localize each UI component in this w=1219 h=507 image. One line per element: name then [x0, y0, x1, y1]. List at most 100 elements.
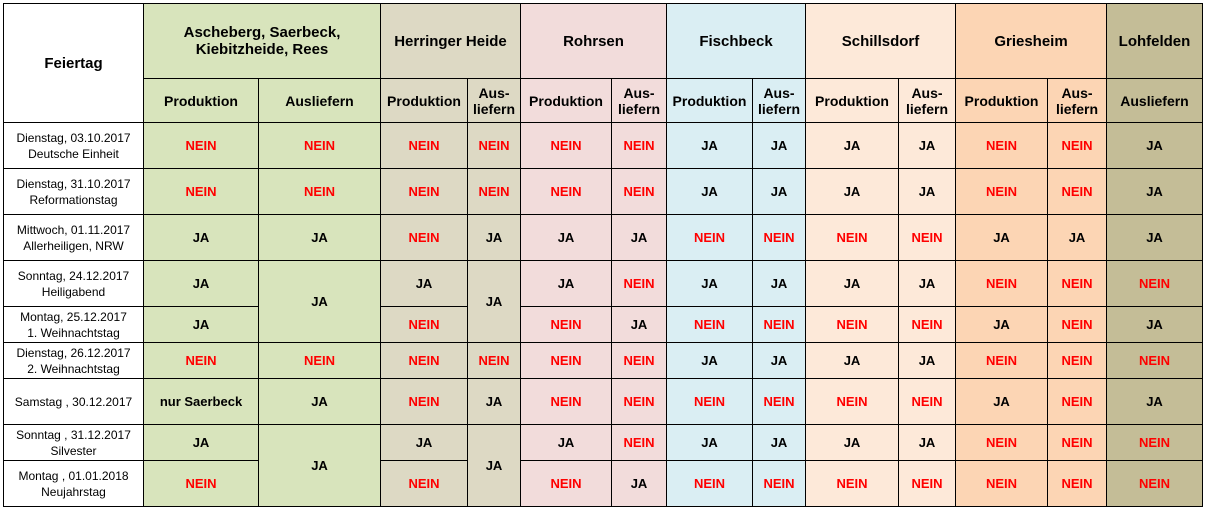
date-cell: Dienstag, 03.10.2017 Deutsche Einheit: [3, 122, 144, 169]
value-cell: NEIN: [1106, 424, 1203, 461]
subheader-produktion: Produktion: [805, 78, 899, 123]
value-cell: NEIN: [380, 168, 468, 215]
value-cell: JA: [805, 122, 899, 169]
table-row: Dienstag, 31.10.2017 Reformationstag NEIN…: [3, 168, 1203, 215]
value-cell: JA: [955, 214, 1048, 261]
value-cell: JA: [752, 260, 806, 307]
value-cell: NEIN: [143, 460, 259, 507]
group-fischbeck: Fischbeck: [666, 3, 806, 79]
value-cell: NEIN: [143, 168, 259, 215]
value-cell: NEIN: [898, 378, 956, 425]
value-cell: NEIN: [520, 378, 612, 425]
date-cell: Sonntag, 24.12.2017 Heiligabend: [3, 260, 144, 307]
date-name: Heiligabend: [41, 284, 106, 299]
table-row: Sonntag, 24.12.2017 Heiligabend JA JA JA …: [3, 260, 1203, 343]
value-cell: JA: [898, 424, 956, 461]
value-cell: NEIN: [380, 342, 468, 379]
value-cell: NEIN: [752, 460, 806, 507]
value-cell: JA: [752, 122, 806, 169]
value-cell: JA: [258, 260, 381, 343]
table-row: Mittwoch, 01.11.2017 Allerheiligen, NRW J…: [3, 214, 1203, 261]
date-cell: Dienstag, 31.10.2017 Reformationstag: [3, 168, 144, 215]
group-griesheim: Griesheim: [955, 3, 1107, 79]
value-cell: JA: [752, 342, 806, 379]
value-cell: JA: [1047, 214, 1107, 261]
value-cell: JA: [955, 306, 1048, 343]
value-cell: NEIN: [805, 214, 899, 261]
value-cell: NEIN: [666, 214, 753, 261]
date-cell: Montag, 25.12.2017 1. Weihnachtstag: [3, 306, 144, 343]
value-cell: NEIN: [611, 260, 667, 307]
value-cell: JA: [666, 342, 753, 379]
date-day: Dienstag, 26.12.2017: [16, 345, 131, 360]
date-name: Reformationstag: [29, 192, 118, 207]
group-ascheberg: Ascheberg, Saerbeck, Kiebitzheide, Rees: [143, 3, 381, 79]
group-schillsdorf: Schillsdorf: [805, 3, 956, 79]
value-cell: NEIN: [752, 214, 806, 261]
value-cell: NEIN: [1106, 260, 1203, 307]
value-cell: NEIN: [1047, 306, 1107, 343]
value-cell: JA: [258, 214, 381, 261]
subheader-produktion: Produktion: [955, 78, 1048, 123]
subheader-produktion: Produktion: [666, 78, 753, 123]
date-name: 2. Weihnachtstag: [27, 361, 120, 376]
subheader-produktion: Produktion: [520, 78, 612, 123]
value-cell: NEIN: [611, 378, 667, 425]
value-cell: NEIN: [955, 342, 1048, 379]
value-cell: JA: [611, 306, 667, 343]
value-cell: JA: [1106, 168, 1203, 215]
value-cell: JA: [258, 424, 381, 507]
value-cell: JA: [752, 424, 806, 461]
value-cell: NEIN: [1047, 378, 1107, 425]
value-cell: JA: [143, 306, 259, 343]
value-cell: JA: [467, 260, 521, 343]
value-cell: JA: [143, 214, 259, 261]
value-cell: NEIN: [258, 342, 381, 379]
subheader-ausliefern: Aus- liefern: [467, 78, 521, 123]
value-cell: JA: [520, 214, 612, 261]
value-cell: NEIN: [380, 122, 468, 169]
value-cell: NEIN: [258, 122, 381, 169]
date-day: Sonntag, 24.12.2017: [17, 268, 130, 283]
value-cell: NEIN: [611, 122, 667, 169]
date-day: Dienstag, 31.10.2017: [16, 176, 131, 191]
date-name: 1. Weihnachtstag: [27, 325, 120, 340]
date-name: Silvester: [50, 443, 97, 458]
value-cell: NEIN: [898, 306, 956, 343]
value-cell: NEIN: [666, 460, 753, 507]
value-cell: NEIN: [1047, 342, 1107, 379]
value-cell: NEIN: [520, 342, 612, 379]
date-name: Deutsche Einheit: [28, 146, 119, 161]
value-cell: NEIN: [805, 460, 899, 507]
value-cell: NEIN: [611, 424, 667, 461]
subheader-produktion: Produktion: [143, 78, 259, 123]
sub-header-row: Produktion Ausliefern Produktion Aus- li…: [4, 78, 1203, 123]
value-cell: JA: [1106, 214, 1203, 261]
date-cell: Dienstag, 26.12.2017 2. Weihnachtstag: [3, 342, 144, 379]
date-cell: Samstag , 30.12.2017: [3, 378, 144, 425]
subheader-produktion: Produktion: [380, 78, 468, 123]
holiday-schedule-table: Feiertag Ascheberg, Saerbeck, Kiebitzhei…: [3, 3, 1203, 507]
value-cell: nur Saerbeck: [143, 378, 259, 425]
value-cell: NEIN: [380, 460, 468, 507]
date-day: Mittwoch, 01.11.2017: [16, 222, 131, 237]
value-cell: NEIN: [520, 306, 612, 343]
group-header-row: Feiertag Ascheberg, Saerbeck, Kiebitzhei…: [3, 3, 1203, 123]
subheader-ausliefern: Ausliefern: [1106, 78, 1203, 123]
table-row: Montag , 01.01.2018 Neujahrstag NEIN NEIN…: [3, 460, 1203, 507]
value-cell: NEIN: [1047, 168, 1107, 215]
value-cell: NEIN: [258, 168, 381, 215]
value-cell: NEIN: [143, 342, 259, 379]
date-cell: Mittwoch, 01.11.2017 Allerheiligen, NRW: [3, 214, 144, 261]
subheader-ausliefern: Aus- liefern: [898, 78, 956, 123]
value-cell: NEIN: [467, 342, 521, 379]
group-rohrsen: Rohrsen: [520, 3, 667, 79]
value-cell: NEIN: [955, 168, 1048, 215]
value-cell: NEIN: [380, 306, 468, 343]
value-cell: JA: [1106, 122, 1203, 169]
value-cell: NEIN: [955, 424, 1048, 461]
value-cell: NEIN: [805, 378, 899, 425]
value-cell: JA: [143, 424, 259, 461]
value-cell: NEIN: [1047, 122, 1107, 169]
value-cell: JA: [1106, 306, 1203, 343]
